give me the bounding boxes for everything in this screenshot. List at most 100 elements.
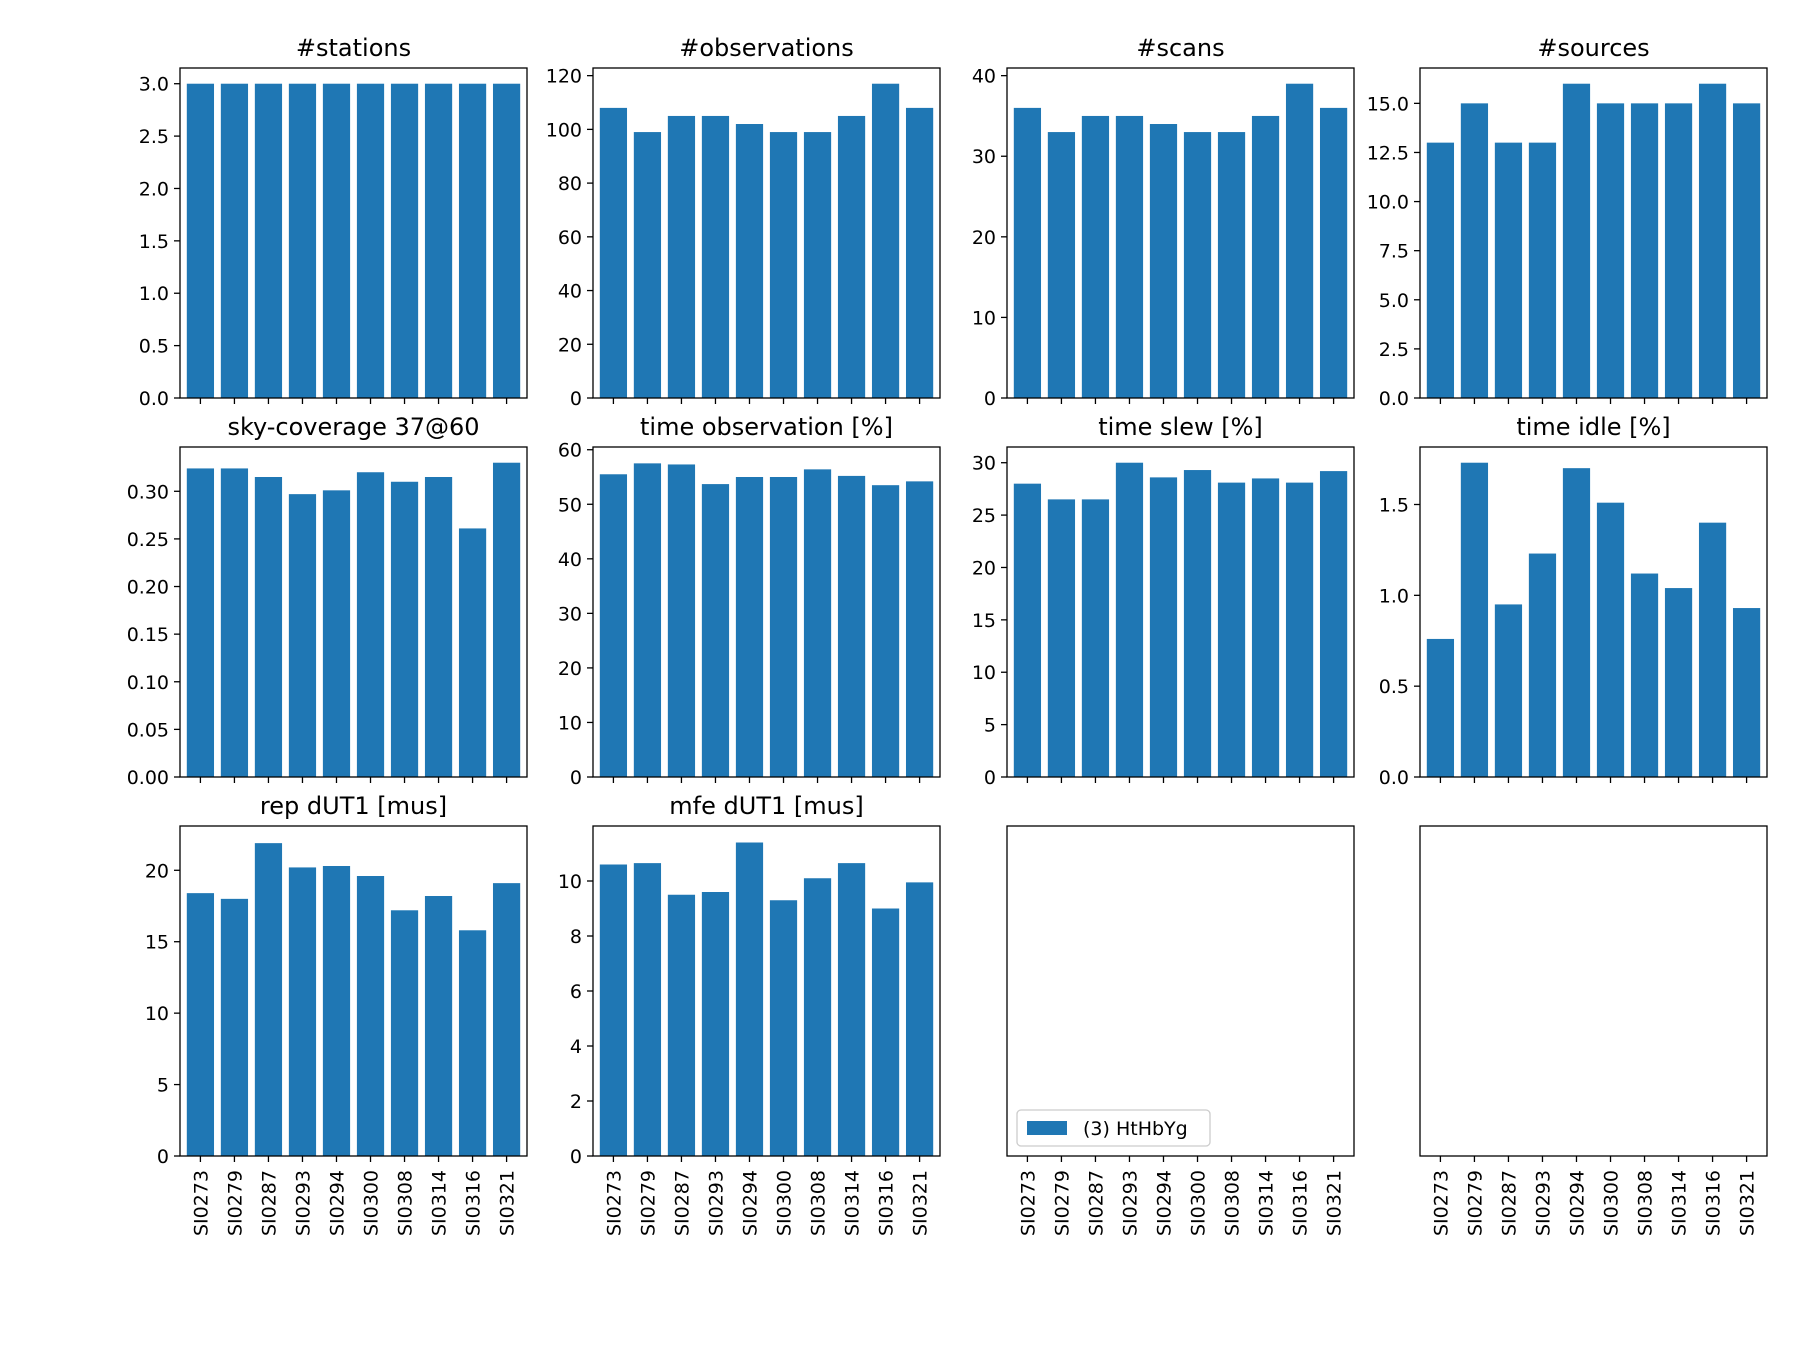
bar-si0294 <box>322 866 351 1156</box>
subplot-7: time slew [%] 0 5 10 15 20 25 30 <box>972 413 1355 789</box>
bar-si0300 <box>1183 132 1212 399</box>
bar-si0316 <box>871 485 900 777</box>
x-tick-label: SI0287 <box>1085 1170 1107 1236</box>
bar-si0316 <box>458 930 487 1156</box>
x-tick-label: SI0321 <box>1737 1170 1759 1236</box>
y-tick-label: 1.5 <box>1379 494 1409 516</box>
axes-frame <box>1006 825 1355 1157</box>
x-tick-label: SI0287 <box>258 1170 280 1236</box>
bar-si0308 <box>803 469 832 777</box>
bar-si0273 <box>186 468 215 777</box>
x-tick-label: SI0308 <box>395 1170 417 1236</box>
y-tick-label: 2.0 <box>139 178 169 200</box>
y-tick-label: 12.5 <box>1367 142 1409 164</box>
axes-frame <box>592 825 941 1157</box>
bar-si0321 <box>1732 608 1761 777</box>
bar-si0321 <box>492 883 521 1156</box>
x-tick-label: SI0293 <box>1119 1170 1141 1236</box>
bar-si0321 <box>905 481 934 777</box>
y-tick-label: 10 <box>972 307 996 329</box>
x-tick-label: SI0316 <box>1290 1170 1312 1236</box>
bar-si0293 <box>288 83 317 398</box>
x-tick-label: SI0314 <box>1669 1170 1691 1236</box>
bar-si0287 <box>1494 142 1523 398</box>
bar-si0293 <box>701 484 730 777</box>
x-tick-label: SI0308 <box>808 1170 830 1236</box>
subplot-5: sky-coverage 37@60 0.00 0.05 0.10 0.15 0.20 0.… <box>127 413 528 789</box>
bar-si0314 <box>1251 478 1280 777</box>
bar-si0273 <box>1013 483 1042 777</box>
legend: (3) HtHbYg <box>1016 1109 1211 1147</box>
bar-si0279 <box>220 468 249 777</box>
bar-si0321 <box>492 83 521 398</box>
bar-si0293 <box>1115 462 1144 777</box>
bar-si0279 <box>1047 499 1076 777</box>
x-tick-label: SI0279 <box>1464 1170 1486 1236</box>
y-tick-label: 0.15 <box>127 624 169 646</box>
bar-si0273 <box>599 107 628 398</box>
bar-si0279 <box>220 898 249 1156</box>
y-tick-label: 0.25 <box>127 529 169 551</box>
y-tick-label: 0.5 <box>139 336 169 358</box>
bar-si0314 <box>424 477 453 777</box>
legend-swatch <box>1027 1121 1067 1135</box>
bar-si0294 <box>1149 124 1178 398</box>
bar-si0308 <box>390 910 419 1156</box>
bar-si0273 <box>599 474 628 777</box>
bar-si0314 <box>837 115 866 398</box>
subplot-title: time idle [%] <box>1516 413 1670 441</box>
subplot-title: time slew [%] <box>1098 413 1263 441</box>
bar-si0316 <box>458 83 487 398</box>
x-tick-label: SI0314 <box>1256 1170 1278 1236</box>
x-tick-label: SI0300 <box>1601 1170 1623 1236</box>
legend-label: (3) HtHbYg <box>1083 1118 1188 1140</box>
y-tick-label: 20 <box>558 658 582 680</box>
bar-si0279 <box>633 463 662 777</box>
x-tick-label: SI0279 <box>224 1170 246 1236</box>
bar-si0308 <box>1217 482 1246 777</box>
y-tick-label: 30 <box>972 146 996 168</box>
x-tick-label: SI0316 <box>463 1170 485 1236</box>
bar-si0294 <box>735 124 764 398</box>
bar-si0273 <box>1426 638 1455 777</box>
subplot-3: #scans 0 10 20 30 40 <box>972 34 1355 410</box>
bar-si0314 <box>837 863 866 1156</box>
y-tick-label: 0 <box>570 1146 582 1168</box>
bar-si0294 <box>1149 477 1178 777</box>
bar-si0293 <box>1528 142 1557 398</box>
bar-si0300 <box>356 472 385 777</box>
bar-si0300 <box>1596 103 1625 398</box>
subplot-title: #scans <box>1136 34 1224 62</box>
subplot-4: #sources 0.0 2.5 5.0 7.5 10.0 12.5 15.0 <box>1367 34 1768 410</box>
y-tick-label: 40 <box>558 549 582 571</box>
y-tick-label: 2 <box>570 1091 582 1113</box>
axes-frame <box>1419 446 1768 778</box>
y-tick-label: 1.0 <box>139 283 169 305</box>
bar-si0308 <box>1217 132 1246 399</box>
x-tick-label: SI0308 <box>1222 1170 1244 1236</box>
subplot-11: SI0273 SI0279 SI0287 SI0293 SI0294 SI0300 SI03… <box>1006 825 1355 1236</box>
x-tick-label: SI0300 <box>1188 1170 1210 1236</box>
x-tick-label: SI0308 <box>1635 1170 1657 1236</box>
bar-si0273 <box>186 83 215 398</box>
subplot-6: time observation [%] 0 10 20 30 40 50 60 <box>558 413 941 789</box>
bar-si0287 <box>254 83 283 398</box>
subplot-title: mfe dUT1 [mus] <box>669 792 863 820</box>
bar-si0294 <box>735 477 764 777</box>
y-tick-label: 60 <box>558 440 582 462</box>
subplot-2: #observations 0 20 40 60 80 100 120 <box>546 34 941 410</box>
y-tick-label: 10 <box>145 1003 169 1025</box>
bar-si0316 <box>1698 522 1727 777</box>
bar-si0321 <box>492 462 521 777</box>
bar-si0279 <box>220 83 249 398</box>
y-tick-label: 15.0 <box>1367 93 1409 115</box>
y-tick-label: 10 <box>558 871 582 893</box>
x-tick-label: SI0287 <box>1498 1170 1520 1236</box>
y-tick-label: 5.0 <box>1379 290 1409 312</box>
y-tick-label: 25 <box>972 505 996 527</box>
y-tick-label: 0.30 <box>127 481 169 503</box>
axes-frame <box>592 446 941 778</box>
bar-si0287 <box>254 477 283 777</box>
subplot-10: mfe dUT1 [mus] 0 2 4 6 8 10 SI0273 SI0279 SI0287 S… <box>558 792 941 1236</box>
subplot-title: #sources <box>1537 34 1649 62</box>
